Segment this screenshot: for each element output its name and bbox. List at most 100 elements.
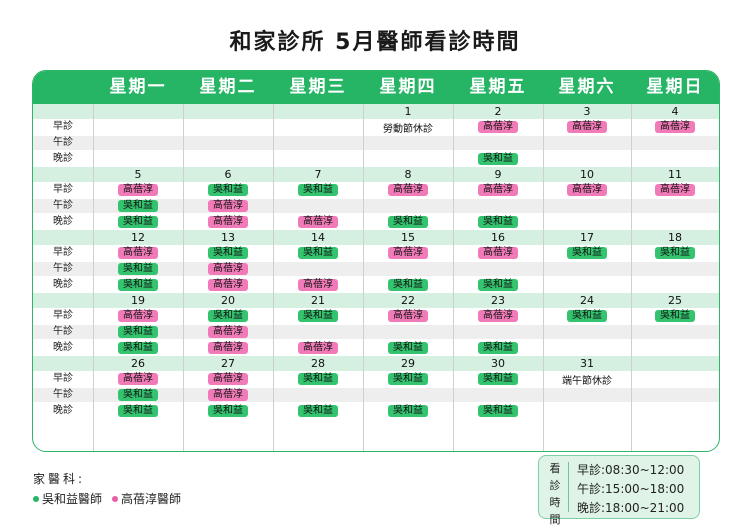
- doctor-badge-gao: 高蓓淳: [655, 121, 695, 133]
- weekday-header: 星期一 星期二 星期三 星期四 星期五 星期六 星期日: [33, 71, 719, 104]
- schedule-cell: 吳和益: [453, 371, 543, 387]
- afternoon-stripe: [33, 388, 719, 402]
- schedule-cell: 高蓓淳: [183, 198, 273, 214]
- date-number: 14: [311, 231, 325, 244]
- doctor-badge-wu: 吳和益: [298, 310, 338, 322]
- doctor-badge-wu: 吳和益: [388, 405, 428, 417]
- doctor-badge-gao: 高蓓淳: [388, 184, 428, 196]
- date-number: [183, 104, 273, 119]
- schedule-cell: 吳和益: [273, 308, 363, 324]
- holiday-note: 勞動節休診: [383, 123, 433, 135]
- doctor-badge-wu: 吳和益: [655, 247, 695, 259]
- schedule-cell: 高蓓淳: [93, 182, 183, 198]
- date-number: 30: [491, 357, 505, 370]
- date-number: 29: [401, 357, 415, 370]
- doctor-badge-gao: 高蓓淳: [118, 184, 158, 196]
- doctor-badge-wu: 吳和益: [208, 310, 248, 322]
- doctor-badge-wu: 吳和益: [478, 373, 518, 385]
- grid-line: [453, 104, 454, 451]
- schedule-cell: 吳和益: [363, 371, 453, 387]
- doctor-badge-wu: 吳和益: [478, 342, 518, 354]
- date-number: [93, 104, 183, 119]
- doctor-badge-gao: 高蓓淳: [118, 310, 158, 322]
- doctor-badge-gao: 高蓓淳: [567, 121, 607, 133]
- grid-line: [183, 104, 184, 451]
- schedule-cell: 吳和益: [453, 403, 543, 419]
- schedule-cell: 吳和益: [93, 214, 183, 230]
- slot-label: 午診: [53, 200, 73, 211]
- schedule-cell: 端午節休診: [543, 371, 631, 387]
- hours-divider: [568, 462, 569, 512]
- doctor-badge-gao: 高蓓淳: [298, 216, 338, 228]
- doctor-badge-gao: 高蓓淳: [208, 216, 248, 228]
- date-number: [631, 356, 719, 371]
- doctor-badge-wu: 吳和益: [118, 216, 158, 228]
- doctor-badge-wu: 吳和益: [478, 216, 518, 228]
- date-row: [33, 230, 719, 245]
- date-number: 15: [401, 231, 415, 244]
- doctor-badge-gao: 高蓓淳: [567, 184, 607, 196]
- green-dot-icon: [33, 495, 39, 502]
- date-number: 25: [668, 294, 682, 307]
- date-number: 5: [134, 168, 142, 181]
- date-number: 7: [314, 168, 322, 181]
- date-number: 18: [668, 231, 682, 244]
- doctor-badge-wu: 吳和益: [655, 310, 695, 322]
- schedule-cell: 吳和益: [363, 340, 453, 356]
- schedule-cell: 高蓓淳: [183, 214, 273, 230]
- schedule-cell: 吳和益: [183, 182, 273, 198]
- schedule-cell: 高蓓淳: [183, 277, 273, 293]
- weekday-4: 星期四: [379, 77, 437, 97]
- doctor-badge-gao: 高蓓淳: [208, 279, 248, 291]
- page-title: 和家診所 5月醫師看診時間: [229, 30, 521, 55]
- schedule-cell: 高蓓淳: [183, 387, 273, 403]
- slot-label: 午診: [53, 389, 73, 400]
- schedule-cell: 高蓓淳: [363, 308, 453, 324]
- doctor-badge-gao: 高蓓淳: [478, 310, 518, 322]
- doctor-badge-gao: 高蓓淳: [208, 389, 248, 401]
- doctor-badge-gao: 高蓓淳: [298, 279, 338, 291]
- schedule-cell: 吳和益: [631, 245, 719, 261]
- doctor-badge-gao: 高蓓淳: [118, 247, 158, 259]
- grid-line: [363, 104, 364, 451]
- date-number: 20: [221, 294, 235, 307]
- date-row: [33, 167, 719, 182]
- schedule-cell: 吳和益: [543, 308, 631, 324]
- schedule-cell: 吳和益: [363, 277, 453, 293]
- grid-line: [631, 104, 632, 451]
- schedule-cell: 吳和益: [453, 214, 543, 230]
- doctor-badge-wu: 吳和益: [298, 405, 338, 417]
- date-row: [33, 293, 719, 308]
- afternoon-stripe: [33, 325, 719, 339]
- schedule-cell: 高蓓淳: [543, 119, 631, 135]
- afternoon-stripe: [33, 262, 719, 276]
- weekday-2: 星期二: [199, 77, 257, 97]
- doctor-badge-wu: 吳和益: [118, 405, 158, 417]
- date-number: 22: [401, 294, 415, 307]
- schedule-cell: 高蓓淳: [453, 308, 543, 324]
- schedule-cell: 高蓓淳: [93, 371, 183, 387]
- schedule-cell: 吳和益: [631, 308, 719, 324]
- schedule-cell: 吳和益: [183, 308, 273, 324]
- date-number: 16: [491, 231, 505, 244]
- schedule-cell: 高蓓淳: [183, 261, 273, 277]
- date-number: 12: [131, 231, 145, 244]
- legend: 吳和益醫師 高蓓淳醫師: [33, 490, 181, 507]
- doctor-badge-wu: 吳和益: [388, 342, 428, 354]
- slot-label: 午診: [53, 326, 73, 337]
- schedule-cell: 吳和益: [93, 387, 183, 403]
- doctor-badge-gao: 高蓓淳: [208, 263, 248, 275]
- schedule-cell: 高蓓淳: [543, 182, 631, 198]
- hours-afternoon: 午診:15:00~18:00: [577, 482, 685, 496]
- doctor-badge-wu: 吳和益: [478, 279, 518, 291]
- schedule-cell: 高蓓淳: [183, 371, 273, 387]
- doctor-badge-wu: 吳和益: [118, 263, 158, 275]
- date-number: 10: [580, 168, 594, 181]
- date-number: 11: [668, 168, 682, 181]
- schedule-cell: 吳和益: [273, 245, 363, 261]
- date-number: 8: [404, 168, 412, 181]
- doctor-badge-gao: 高蓓淳: [388, 247, 428, 259]
- legend-doctor-wu: 吳和益醫師: [42, 492, 103, 506]
- schedule-cell: 吳和益: [183, 245, 273, 261]
- slot-label: 晚診: [53, 216, 73, 227]
